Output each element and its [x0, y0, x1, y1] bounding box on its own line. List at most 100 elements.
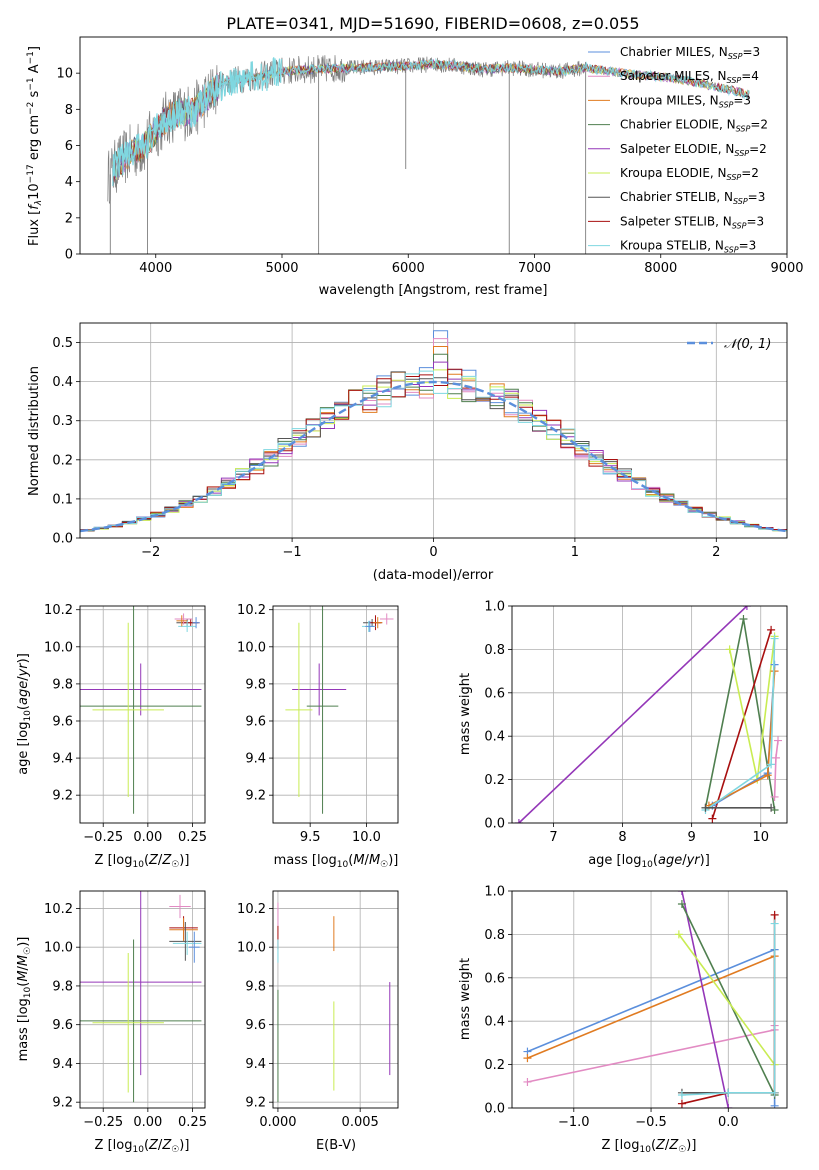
y-tick-label: 2 — [65, 211, 73, 226]
weight-marker — [739, 615, 748, 624]
axes-frame — [79, 36, 788, 255]
weight-marker — [770, 792, 779, 801]
y-tick-label: 9.2 — [52, 1096, 73, 1111]
x-tick-label: 4000 — [139, 261, 172, 276]
x-tick-label: 1 — [571, 545, 579, 560]
y-tick-label: 9.8 — [245, 979, 266, 994]
x-tick-label: −2 — [141, 545, 160, 560]
model-spectrum-line — [112, 60, 750, 175]
y-tick-label: 0.6 — [484, 686, 505, 701]
z-weight-ylabel: mass weight — [458, 958, 473, 1040]
y-tick-label: 0.8 — [484, 643, 505, 658]
error-bars — [285, 606, 394, 814]
weight-marker — [514, 819, 523, 823]
x-tick-label: 0.005 — [342, 1115, 379, 1130]
y-tick-label: 0.2 — [484, 1058, 505, 1073]
weight-marker — [770, 805, 779, 814]
age-weight-panel: age [log10(age/yr)] mass weight 7 8 9 10 0.0… — [458, 600, 788, 870]
error-bars — [80, 606, 202, 814]
y-tick-label: 10.0 — [237, 640, 266, 655]
y-tick-label: 10.2 — [44, 902, 73, 917]
mass-age-xlabel: mass [log10(M/M☉)] — [274, 853, 399, 870]
error-bars — [80, 891, 202, 1103]
weight-lines — [514, 606, 783, 823]
weight-marker — [770, 910, 779, 919]
y-tick-label: 9.6 — [245, 1018, 266, 1033]
axes-frame — [511, 890, 788, 1109]
x-tick-label: 9.5 — [300, 830, 321, 845]
mass-age-panel: mass [log10(M/M☉)] 9.5 10.0 9.2 9.4 9.6 9.8 10… — [237, 603, 399, 870]
x-tick-label: 7 — [549, 830, 557, 845]
x-tick-label: −0.5 — [635, 1115, 667, 1130]
z-weight-xlabel: Z [log10(Z/Z☉)] — [602, 1138, 697, 1155]
svg-text:Z [log10(Z/Z☉)]: Z [log10(Z/Z☉)] — [95, 1138, 190, 1155]
legend-label: Salpeter STELIB, NSSP=3 — [620, 214, 764, 230]
legend-label: Kroupa MILES, NSSP=3 — [620, 93, 751, 109]
weight-line — [518, 606, 748, 823]
weight-marker — [701, 803, 710, 812]
y-tick-label: 9.4 — [52, 1057, 73, 1072]
y-tick-label: 9.2 — [245, 1096, 266, 1111]
y-tick-label: 0.2 — [484, 773, 505, 788]
z-weight-panel: Z [log10(Z/Z☉)] mass weight −1.0 −0.5 0.0 0… — [458, 885, 788, 1155]
legend-label: 𝒩(0, 1) — [724, 337, 771, 352]
y-tick-label: 10.2 — [237, 902, 266, 917]
age-weight-xlabel: age [log10(age/yr)] — [588, 853, 710, 870]
x-tick-label: 6000 — [392, 261, 425, 276]
weight-marker — [724, 1088, 733, 1097]
weight-marker — [523, 1054, 532, 1063]
y-tick-label: 0.4 — [484, 1015, 505, 1030]
weight-marker — [677, 891, 686, 895]
z-mass-ylabel: mass [log10(M/M☉)] — [16, 937, 33, 1062]
y-tick-label: 9.6 — [52, 714, 73, 729]
ebv-mass-xlabel: E(B-V) — [316, 1138, 356, 1153]
normal-curve — [80, 380, 787, 533]
y-tick-label: 0.0 — [484, 817, 505, 832]
weight-marker — [770, 634, 779, 643]
y-tick-label: 0.6 — [484, 971, 505, 986]
x-tick-label: 10.0 — [352, 830, 381, 845]
axes-frame — [79, 322, 788, 539]
legend-label: Salpeter MILES, NSSP=4 — [620, 69, 759, 85]
residual-ylabel: Normed distribution — [27, 366, 42, 496]
y-tick-label: 10.0 — [44, 640, 73, 655]
weight-marker — [774, 736, 783, 745]
y-tick-label: 0.8 — [484, 928, 505, 943]
error-bars — [277, 902, 391, 1103]
spectrum-xlabel: wavelength [Angstrom, rest frame] — [319, 283, 548, 298]
weight-marker — [763, 771, 772, 780]
weight-line — [711, 629, 772, 819]
x-tick-label: 9 — [688, 830, 696, 845]
weight-marker — [708, 814, 717, 823]
age-weight-ylabel: mass weight — [458, 673, 473, 755]
x-tick-label: 0.25 — [178, 1115, 207, 1130]
weight-marker — [677, 1099, 686, 1108]
weight-line — [678, 933, 776, 1066]
axes-frame — [79, 605, 206, 824]
weight-line — [681, 903, 776, 1096]
weight-line — [773, 740, 779, 798]
legend-label: Kroupa STELIB, NSSP=3 — [620, 239, 756, 255]
weight-marker — [677, 1090, 686, 1099]
x-tick-label: 2 — [712, 545, 720, 560]
z-age-xlabel: Z [log10(Z/Z☉)] — [95, 853, 190, 870]
legend-label: Chabrier STELIB, NSSP=3 — [620, 190, 765, 206]
weight-marker — [677, 900, 686, 909]
weight-marker — [771, 753, 780, 762]
y-tick-label: 10.0 — [237, 941, 266, 956]
weight-marker — [767, 803, 776, 812]
y-tick-label: 0.0 — [484, 1102, 505, 1117]
weight-marker — [523, 1077, 532, 1086]
x-tick-label: −0.25 — [83, 1115, 123, 1130]
data-spectrum-line — [107, 55, 587, 205]
model-spectrum-line — [112, 57, 282, 187]
weight-line — [704, 618, 776, 811]
z-mass-panel: Z [log10(Z/Z☉)] mass [log10(M/M☉)] −0.25… — [16, 890, 207, 1155]
svg-text:age [log10(age/yr)]: age [log10(age/yr)] — [16, 653, 33, 775]
figure-title: PLATE=0341, MJD=51690, FIBERID=0608, z=0… — [226, 14, 639, 33]
y-tick-label: 9.6 — [245, 714, 266, 729]
z-mass-xlabel: Z [log10(Z/Z☉)] — [95, 1138, 190, 1155]
weight-marker — [770, 919, 779, 928]
weight-marker — [767, 760, 776, 769]
